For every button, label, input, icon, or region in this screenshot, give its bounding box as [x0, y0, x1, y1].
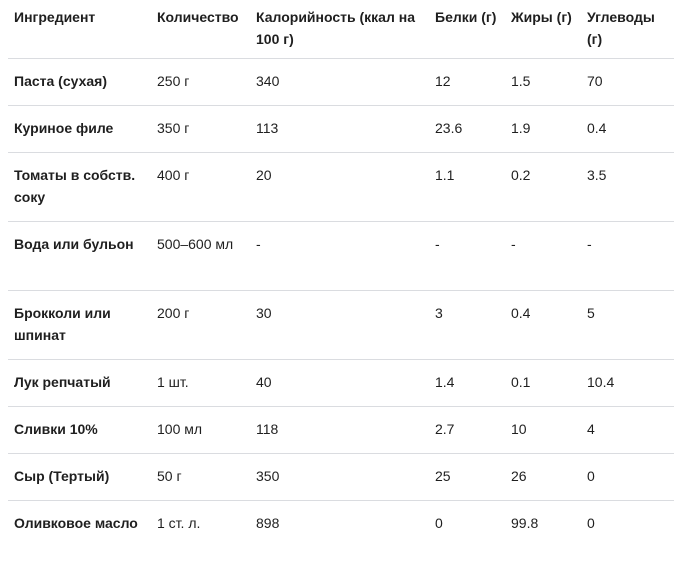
nutrition-table: Ингредиент Количество Калорийность (ккал…	[8, 0, 674, 548]
cell-carbs: 3.5	[587, 167, 607, 183]
table-row: Томаты в собств. соку 400 г 20 1.1 0.2 3…	[8, 153, 674, 222]
table-row: Лук репчатый 1 шт. 40 1.4 0.1 10.4	[8, 360, 674, 407]
cell-ingredient: Сыр (Тертый)	[14, 468, 110, 484]
cell-calories: 40	[256, 374, 272, 390]
cell-calories: 30	[256, 305, 272, 321]
cell-quantity: 350 г	[157, 120, 190, 136]
cell-quantity: 1 ст. л.	[157, 515, 201, 531]
cell-quantity: 50 г	[157, 468, 182, 484]
cell-calories: 898	[256, 515, 280, 531]
cell-quantity: 200 г	[157, 305, 190, 321]
cell-carbs: 0.4	[587, 120, 607, 136]
cell-protein: 25	[435, 468, 451, 484]
cell-protein: 2.7	[435, 421, 455, 437]
cell-carbs: 70	[587, 73, 603, 89]
cell-ingredient: Куриное филе	[14, 120, 114, 136]
cell-ingredient: Томаты в собств. соку	[14, 167, 136, 205]
cell-protein: 1.1	[435, 167, 455, 183]
header-quantity: Количество	[157, 9, 239, 25]
header-calories: Калорийность (ккал на 100 г)	[256, 9, 415, 47]
cell-calories: -	[256, 236, 261, 252]
cell-fat: 1.5	[511, 73, 531, 89]
cell-protein: -	[435, 236, 440, 252]
cell-carbs: -	[587, 236, 592, 252]
cell-calories: 350	[256, 468, 280, 484]
cell-fat: 0.1	[511, 374, 531, 390]
header-protein: Белки (г)	[435, 9, 497, 25]
cell-carbs: 4	[587, 421, 595, 437]
header-ingredient: Ингредиент	[14, 9, 96, 25]
cell-calories: 113	[256, 120, 279, 136]
cell-quantity: 100 мл	[157, 421, 203, 437]
cell-fat: 1.9	[511, 120, 531, 136]
cell-protein: 23.6	[435, 120, 463, 136]
cell-fat: 0.4	[511, 305, 531, 321]
cell-protein: 1.4	[435, 374, 455, 390]
cell-carbs: 10.4	[587, 374, 615, 390]
table-row: Куриное филе 350 г 113 23.6 1.9 0.4	[8, 106, 674, 153]
cell-fat: 99.8	[511, 515, 539, 531]
cell-protein: 12	[435, 73, 451, 89]
table-row: Паста (сухая) 250 г 340 12 1.5 70	[8, 59, 674, 106]
table-row: Сыр (Тертый) 50 г 350 25 26 0	[8, 454, 674, 501]
cell-calories: 118	[256, 421, 279, 437]
cell-quantity: 500–600 мл	[157, 236, 234, 252]
table-row: Вода или бульон 500–600 мл - - - -	[8, 222, 674, 291]
cell-protein: 3	[435, 305, 443, 321]
header-fat: Жиры (г)	[511, 9, 572, 25]
header-carbs: Углеводы (г)	[587, 9, 655, 47]
table-row: Брокколи или шпинат 200 г 30 3 0.4 5	[8, 291, 674, 360]
cell-calories: 20	[256, 167, 272, 183]
cell-ingredient: Лук репчатый	[14, 374, 111, 390]
cell-quantity: 1 шт.	[157, 374, 189, 390]
table-row: Сливки 10% 100 мл 118 2.7 10 4	[8, 407, 674, 454]
cell-ingredient: Оливковое масло	[14, 515, 138, 531]
cell-ingredient: Паста (сухая)	[14, 73, 107, 89]
cell-quantity: 400 г	[157, 167, 190, 183]
cell-fat: 26	[511, 468, 527, 484]
table-header-row: Ингредиент Количество Калорийность (ккал…	[8, 0, 674, 59]
cell-ingredient: Брокколи или шпинат	[14, 305, 111, 343]
cell-fat: 0.2	[511, 167, 531, 183]
cell-fat: 10	[511, 421, 527, 437]
table-row: Оливковое масло 1 ст. л. 898 0 99.8 0	[8, 501, 674, 548]
cell-carbs: 0	[587, 515, 595, 531]
cell-fat: -	[511, 236, 516, 252]
cell-carbs: 5	[587, 305, 595, 321]
cell-quantity: 250 г	[157, 73, 190, 89]
cell-calories: 340	[256, 73, 280, 89]
cell-ingredient: Вода или бульон	[14, 236, 134, 252]
cell-carbs: 0	[587, 468, 595, 484]
cell-ingredient: Сливки 10%	[14, 421, 98, 437]
cell-protein: 0	[435, 515, 443, 531]
